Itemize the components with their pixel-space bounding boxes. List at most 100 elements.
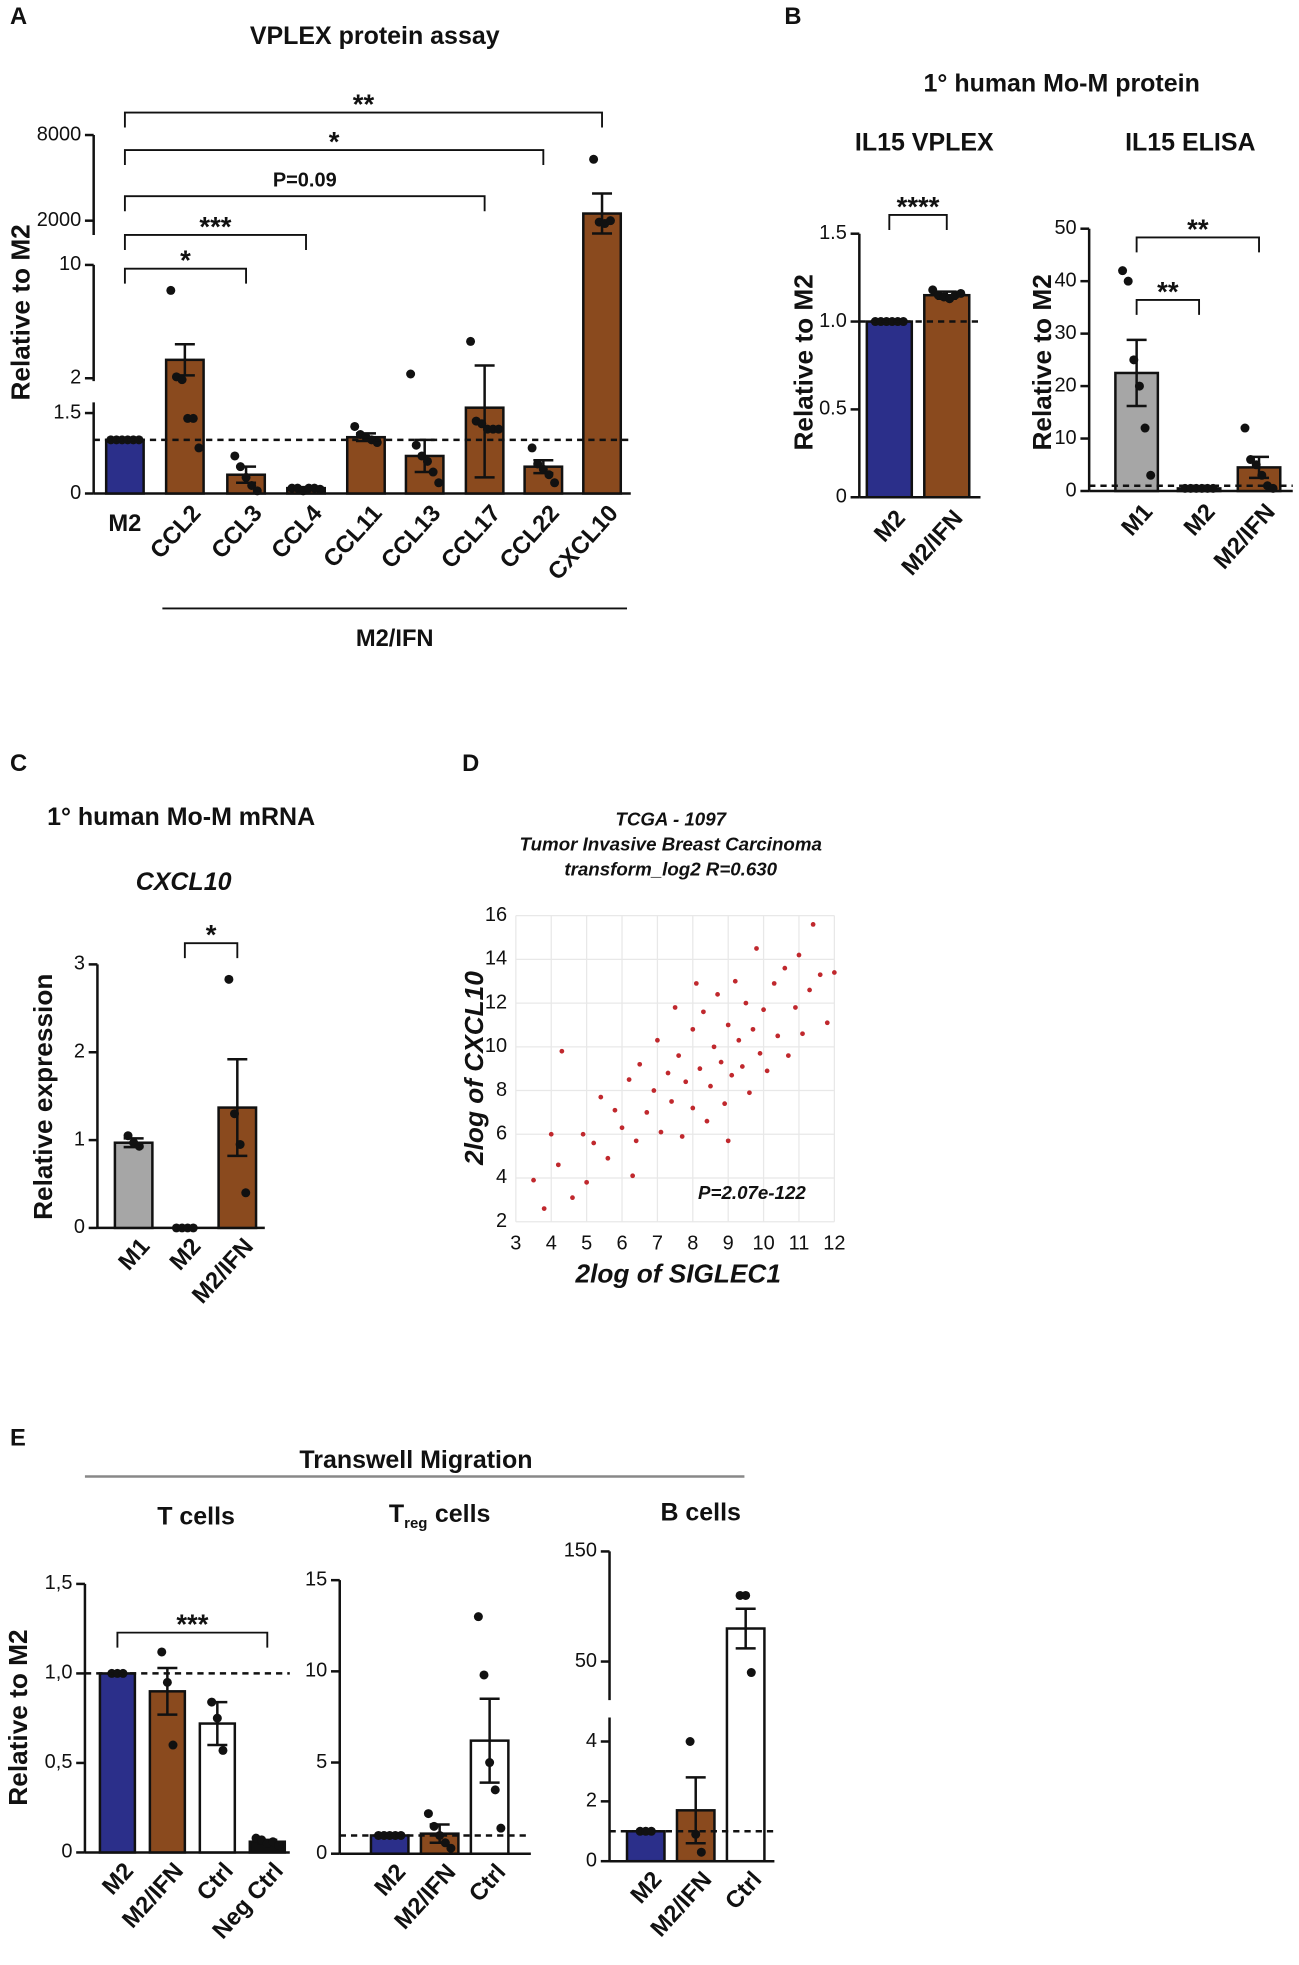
scatter-point [580, 1131, 586, 1137]
data-point [422, 456, 432, 466]
supertitle: 1° human Mo-M mRNA [47, 803, 315, 831]
data-point [1251, 460, 1261, 470]
error-bar [735, 1607, 756, 1650]
scatter-point [810, 922, 816, 927]
scatter-point [796, 952, 802, 958]
scatter-point [701, 1009, 706, 1015]
chart-title: VPLEX protein assay [250, 22, 500, 50]
scatter-point [637, 1061, 643, 1067]
scatter-point [800, 1031, 805, 1037]
y-tick-label: 1 [74, 1128, 85, 1150]
significance-label: ** [1157, 276, 1179, 307]
chart-title: CXCL10 [136, 868, 232, 896]
scatter-point [655, 1037, 660, 1043]
x-tick-label: CCL13 [377, 501, 447, 574]
y-tick-label: 150 [564, 1540, 597, 1562]
scatter-point [665, 1070, 671, 1076]
data-point [440, 1838, 450, 1848]
data-point [466, 336, 476, 346]
chart-title: transform_log2 R=0.630 [564, 859, 777, 880]
y-tick-label: 50 [1054, 217, 1076, 239]
significance-bracket [1135, 298, 1201, 315]
y-tick-label: 10 [59, 253, 81, 275]
scatter-point [570, 1195, 575, 1201]
y-axis-label: Relative to M2 [5, 224, 35, 400]
scatter-point [750, 1026, 756, 1032]
y-tick-label: 1.0 [819, 310, 847, 332]
scatter-point [658, 1129, 664, 1135]
data-point [685, 1737, 695, 1746]
scatter-point [612, 1107, 618, 1113]
y-tick-label: 8 [496, 1079, 507, 1101]
y-tick-label: 16 [485, 904, 507, 926]
y-tick-label: 2 [496, 1210, 507, 1232]
data-point [235, 1139, 245, 1149]
data-point [212, 1713, 222, 1723]
x-tick-label: M2 [870, 506, 911, 548]
scatter-point [591, 1140, 597, 1146]
scatter-point [754, 946, 759, 951]
annotation: P=2.07e-122 [698, 1182, 806, 1203]
x-tick-label: CCL11 [319, 501, 388, 573]
significance-bracket [123, 149, 545, 166]
scatter-point [807, 987, 812, 993]
scatter-point [715, 991, 720, 997]
scatter-point [761, 1007, 766, 1013]
y-tick-label: 0,5 [45, 1751, 73, 1773]
y-tick-label: 4 [586, 1730, 597, 1752]
x-tick-label: M1 [114, 1234, 155, 1276]
x-tick-label: 3 [510, 1232, 521, 1254]
x-tick-label: M2/IFN [1209, 499, 1280, 574]
data-point [1123, 276, 1133, 286]
data-point [434, 478, 444, 488]
x-tick-label: CCL3 [207, 501, 268, 564]
scatter-point [676, 1053, 682, 1058]
title-part: cells [435, 1500, 491, 1528]
significance-bracket [123, 195, 486, 212]
data-point [177, 375, 187, 385]
significance-bracket [123, 111, 603, 128]
scatter-point [619, 1125, 625, 1131]
data-point [898, 317, 908, 327]
scatter-point [775, 1033, 781, 1039]
y-tick-label: 30 [1054, 322, 1076, 344]
significance-bracket [1135, 236, 1260, 253]
chart-title: Tumor Invasive Breast Carcinoma [520, 834, 822, 855]
y-tick-label: 12 [485, 991, 507, 1013]
data-point [533, 459, 543, 469]
significance-label: * [206, 919, 217, 950]
data-point [956, 288, 966, 298]
data-point [428, 467, 438, 477]
data-point [411, 440, 421, 450]
y-tick-label: 40 [1054, 269, 1076, 291]
data-point [490, 1785, 500, 1795]
chart-title: B cells [660, 1499, 741, 1527]
data-point [252, 486, 262, 496]
data-point [188, 1223, 198, 1233]
x-tick-label: M2/IFN [897, 506, 968, 581]
y-tick-label: 14 [485, 948, 507, 970]
data-point [928, 285, 938, 295]
scatter-point [598, 1094, 604, 1100]
error-bar [1126, 338, 1147, 408]
scatter-point [725, 1022, 731, 1028]
data-point [134, 1141, 144, 1151]
scatter-point [531, 1177, 536, 1183]
data-point [157, 1647, 167, 1657]
x-tick-label: M2 [108, 511, 141, 537]
x-tick-label: 5 [581, 1232, 592, 1254]
scatter-point [541, 1206, 547, 1211]
data-point [544, 470, 554, 480]
scatter-point [764, 1068, 770, 1074]
x-tick-label: 4 [546, 1232, 557, 1254]
title-subscript: reg [404, 1515, 427, 1532]
scatter-point [651, 1088, 657, 1093]
significance-label: ** [1187, 213, 1209, 244]
chart-title: Treg cells [389, 1500, 491, 1532]
y-tick-label: 1,5 [45, 1572, 73, 1594]
data-point [188, 413, 198, 423]
scatter-point [831, 970, 837, 975]
x-tick-label: CCL2 [146, 501, 207, 564]
bar [148, 1690, 187, 1854]
